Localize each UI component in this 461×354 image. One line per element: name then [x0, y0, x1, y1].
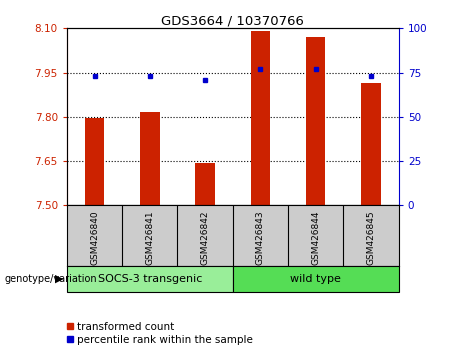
Title: GDS3664 / 10370766: GDS3664 / 10370766 — [161, 14, 304, 27]
Bar — [195, 162, 215, 205]
Text: ▶: ▶ — [55, 274, 64, 284]
Bar — [140, 113, 160, 205]
Legend: transformed count, percentile rank within the sample: transformed count, percentile rank withi… — [63, 317, 257, 349]
Bar — [233, 266, 399, 292]
Text: genotype/variation: genotype/variation — [5, 274, 97, 284]
Bar — [306, 37, 325, 205]
Text: GSM426844: GSM426844 — [311, 210, 320, 265]
Text: GSM426843: GSM426843 — [256, 210, 265, 265]
Bar — [67, 266, 233, 292]
Text: GSM426845: GSM426845 — [366, 210, 376, 265]
Text: GSM426842: GSM426842 — [201, 210, 210, 265]
Bar — [251, 31, 270, 205]
Text: GSM426841: GSM426841 — [145, 210, 154, 265]
Text: GSM426840: GSM426840 — [90, 210, 99, 265]
Bar — [361, 83, 381, 205]
Text: SOCS-3 transgenic: SOCS-3 transgenic — [98, 274, 202, 284]
Text: wild type: wild type — [290, 274, 341, 284]
Bar — [85, 118, 104, 205]
